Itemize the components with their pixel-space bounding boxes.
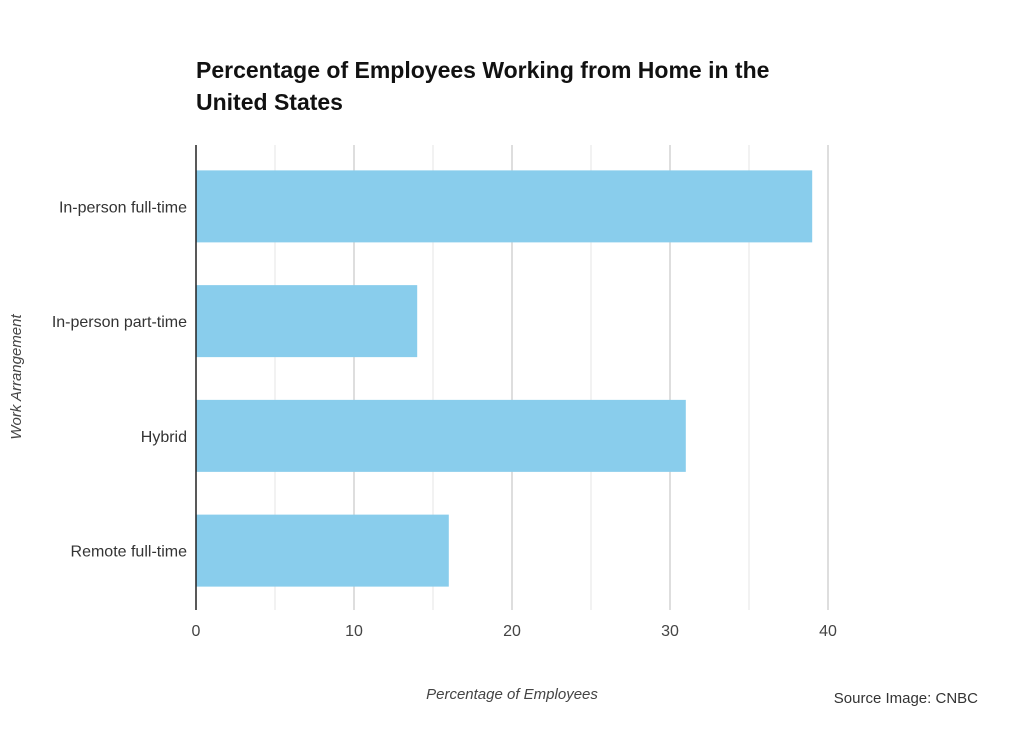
y-tick-label: In-person full-time [59, 199, 187, 216]
bar [196, 285, 418, 358]
x-tick-label: 30 [661, 623, 679, 640]
chart-title: Percentage of Employees Working from Hom… [196, 57, 770, 115]
y-tick-label: Hybrid [141, 429, 187, 446]
x-tick-label: 10 [345, 623, 363, 640]
x-axis-label: Percentage of Employees [426, 686, 598, 703]
bar [196, 399, 686, 472]
y-axis-label: Work Arrangement [8, 314, 25, 440]
x-tick-label: 0 [192, 623, 201, 640]
bar [196, 514, 449, 587]
y-tick-label: Remote full-time [71, 544, 188, 561]
y-tick-label: In-person part-time [52, 314, 187, 331]
x-tick-label: 40 [819, 623, 837, 640]
source-note: Source Image: CNBC [833, 690, 978, 707]
x-tick-label: 20 [503, 623, 521, 640]
bar [196, 170, 813, 243]
